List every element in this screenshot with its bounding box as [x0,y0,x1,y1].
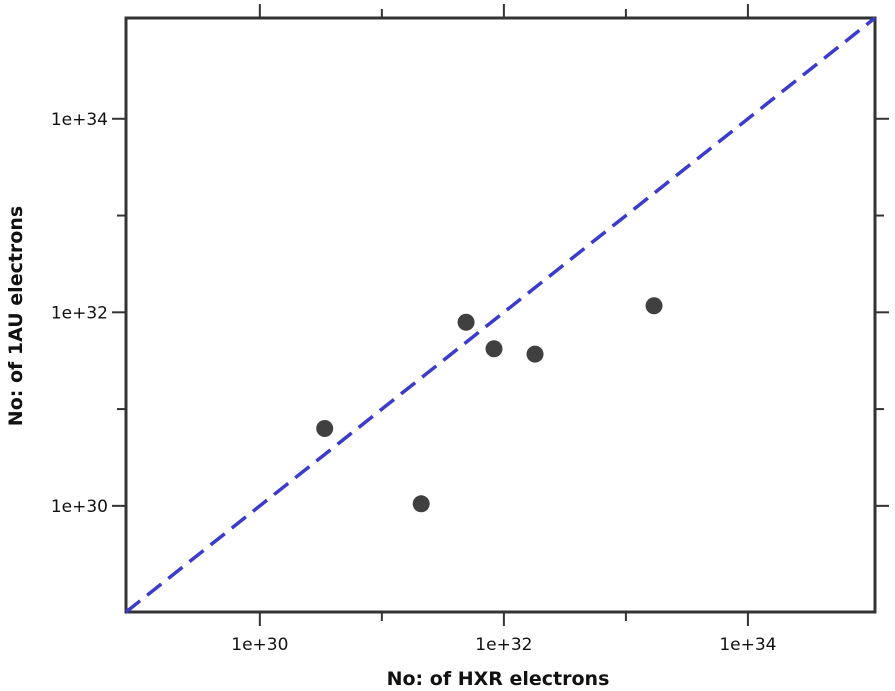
x-tick-labels: 1e+30 1e+32 1e+34 [231,635,776,655]
data-point-3 [457,313,475,331]
data-point-4 [485,340,503,358]
y-tick-label-3: 1e+34 [51,110,108,130]
plot-border [124,16,877,614]
x-axis-title: No: of HXR electrons [387,668,610,690]
x-tick-label-1: 1e+30 [231,635,288,655]
plot-frame [124,16,877,614]
y-axis-title: No: of 1AU electrons [5,206,27,426]
data-points [316,297,663,513]
y-tick-labels: 1e+30 1e+32 1e+34 [51,110,108,517]
x-tick-label-2: 1e+32 [475,635,532,655]
reference-line-layer [124,16,877,614]
data-point-2 [412,495,430,513]
y-tick-label-2: 1e+32 [51,303,108,323]
data-point-5 [526,345,544,363]
y-tick-label-1: 1e+30 [51,497,108,517]
x-tick-label-3: 1e+34 [719,635,776,655]
data-point-1 [316,420,334,438]
reference-line-y-equals-x [124,16,877,614]
data-point-6 [645,297,663,315]
axis-ticks [112,4,889,626]
